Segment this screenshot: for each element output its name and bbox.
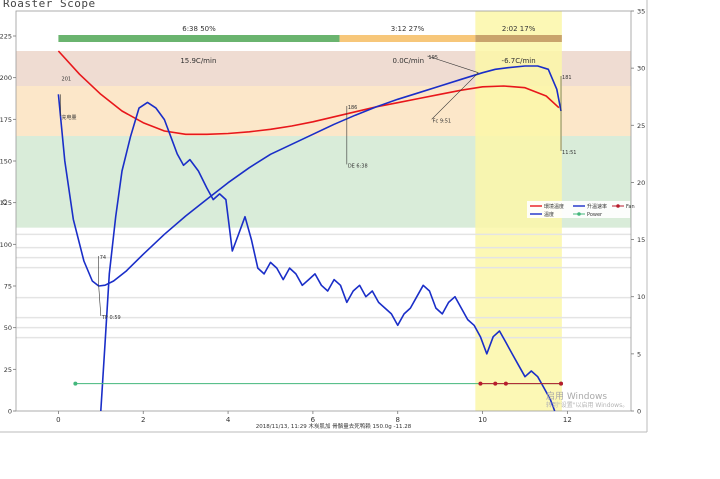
legend-label-0: 環境溫度 xyxy=(544,203,564,210)
annotation-label-7: 181 xyxy=(562,75,572,81)
y2-tick-label-5: 25 xyxy=(637,122,645,130)
series-point-4-0 xyxy=(478,381,483,386)
app-title: Roaster Scope xyxy=(3,0,96,10)
series-point-4-1 xyxy=(493,381,498,386)
series-line-2 xyxy=(100,101,556,412)
phase-rate-1: 0.0C/min xyxy=(393,57,425,65)
annotation-label-8: 11:51 xyxy=(562,150,576,156)
x-tick-label-1: 2 xyxy=(141,416,145,424)
phase-bar-1 xyxy=(339,35,476,42)
phase-label-2: 2:02 17% xyxy=(502,25,536,33)
zone-lines xyxy=(16,233,631,339)
series-lines xyxy=(57,50,564,412)
series-line-1 xyxy=(57,65,562,287)
phase-bar: 6:38 50% 3:12 27% 2:02 17% xyxy=(58,25,562,42)
plot-frame xyxy=(0,0,648,433)
footer: 2018/11/13, 11:29 木炭肌加 骨骼量去死鸭赖 150.0g -1… xyxy=(256,422,412,430)
legend: 環境溫度 升溫速率 Fan 溫度 Power xyxy=(527,201,635,218)
y-tick-label-5: 125 xyxy=(0,199,12,207)
annotation-label-2: TP 0:59 xyxy=(101,315,121,321)
annotation-label-5: 195 xyxy=(428,55,438,61)
legend-dot-4 xyxy=(577,212,581,216)
annotation-leader-6 xyxy=(431,72,479,120)
annotation-label-3: DE 6:38 xyxy=(348,163,368,169)
y-tick-label-2: 50 xyxy=(4,324,12,332)
legend-label-2: Fan xyxy=(626,204,635,210)
series-point-3-0 xyxy=(73,381,78,386)
phase-bar-0 xyxy=(58,35,340,42)
x-tick-label-3: 6 xyxy=(311,416,316,424)
legend-label-1: 升溫速率 xyxy=(587,203,607,210)
x-tick-label-5: 10 xyxy=(478,416,487,424)
x-tick-label-0: 0 xyxy=(56,416,60,424)
y-tick-label-6: 150 xyxy=(0,158,12,166)
phase-rate-2: -6.7C/min xyxy=(502,57,536,65)
y2-tick-label-3: 15 xyxy=(637,236,645,244)
legend-label-3: 溫度 xyxy=(544,211,554,218)
watermark-line2: 转到"设置"以启用 Windows。 xyxy=(546,401,628,409)
y2-tick-label-2: 10 xyxy=(637,293,645,301)
annotation-label-6: Fc 9:51 xyxy=(433,118,451,124)
legend-dot-2 xyxy=(616,204,620,208)
annotation-top-0: 201 xyxy=(62,76,72,82)
y2-tick-label-6: 30 xyxy=(637,65,645,73)
phase-label-0: 6:38 50% xyxy=(182,25,216,33)
footer-text: 2018/11/13, 11:29 木炭肌加 骨骼量去死鸭赖 150.0g -1… xyxy=(256,422,412,430)
y2-tick-label-4: 20 xyxy=(637,179,645,187)
y-tick-label-9: 225 xyxy=(0,33,12,41)
phase-rate-0: 15.9C/min xyxy=(180,57,216,65)
y2-tick-label-7: 35 xyxy=(637,8,645,16)
event-annotations: 充电量 201 74 TP 0:59 DE 6:38 186 195 Fc 9:51 181 11… xyxy=(60,55,576,321)
legend-label-4: Power xyxy=(587,212,603,218)
series-point-4-3 xyxy=(559,381,564,386)
y-tick-label-1: 25 xyxy=(4,366,12,374)
x-tick-label-6: 12 xyxy=(563,416,572,424)
annotation-leader-5 xyxy=(427,55,479,73)
frame xyxy=(15,10,632,412)
y-tick-label-7: 175 xyxy=(0,116,12,124)
annotation-leader-2 xyxy=(98,285,102,317)
watermark-line1: 启用 Windows xyxy=(546,390,607,402)
annotation-label-4: 186 xyxy=(348,105,358,111)
phase-rates: 15.9C/min 0.0C/min -6.7C/min xyxy=(180,57,535,65)
y2-tick-label-0: 0 xyxy=(637,408,641,416)
y-axis-label: C xyxy=(2,199,7,207)
annotation-label-1: 74 xyxy=(100,255,106,261)
y-tick-label-3: 75 xyxy=(4,283,12,291)
axes: 0 2 4 6 8 10 12 0 25 50 75 100 125 150 175 200 225 C 0 5 10 1… xyxy=(0,8,645,425)
legend-box xyxy=(527,201,630,218)
series-point-4-2 xyxy=(503,381,508,386)
annotation-label-0: 充电量 xyxy=(62,114,77,121)
x-tick-label-4: 8 xyxy=(395,416,399,424)
y2-tick-label-1: 5 xyxy=(637,350,641,358)
series-line-0 xyxy=(57,50,560,136)
x-tick-label-2: 4 xyxy=(226,416,231,424)
phase-label-1: 3:12 27% xyxy=(391,25,425,33)
phase-bar-2 xyxy=(475,35,562,42)
y-tick-label-8: 200 xyxy=(0,74,12,82)
y-tick-label-4: 100 xyxy=(0,241,12,249)
y-tick-label-0: 0 xyxy=(8,408,12,416)
